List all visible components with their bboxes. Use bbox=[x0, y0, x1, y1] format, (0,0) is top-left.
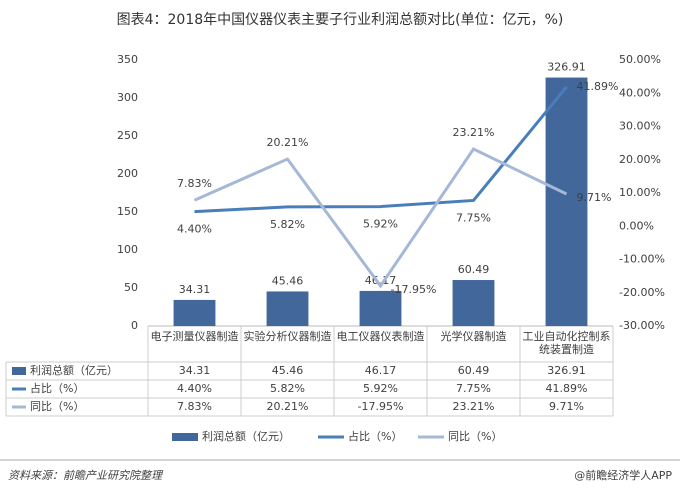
y-tick-label: 200 bbox=[117, 167, 138, 180]
legend-swatch bbox=[172, 433, 198, 441]
data-label: -17.95% bbox=[391, 283, 437, 296]
y2-tick-label: 50.00% bbox=[619, 53, 661, 66]
chart-title: 图表4：2018年中国仪器仪表主要子行业利润总额对比(单位：亿元，%) bbox=[117, 12, 564, 28]
table-cell: 45.46 bbox=[272, 364, 304, 377]
bar bbox=[545, 77, 588, 326]
legend-label: 占比（%） bbox=[348, 429, 402, 443]
row-label: 同比（%） bbox=[30, 400, 84, 413]
brand: @前瞻经济学人APP bbox=[574, 468, 672, 482]
table-cell: 34.31 bbox=[179, 364, 211, 377]
table-cell: 7.83% bbox=[177, 400, 212, 413]
table-cell: 20.21% bbox=[267, 400, 309, 413]
table-cell: 7.75% bbox=[456, 382, 491, 395]
y2-tick-label: 0.00% bbox=[619, 219, 654, 232]
y2-tick-label: 10.00% bbox=[619, 186, 661, 199]
y2-tick-label: 20.00% bbox=[619, 153, 661, 166]
data-label: 41.89% bbox=[577, 80, 619, 93]
y2-tick-label: -20.00% bbox=[619, 286, 665, 299]
table-cell: 46.17 bbox=[365, 364, 397, 377]
row-label: 占比（%） bbox=[30, 381, 84, 395]
table-cell: 5.82% bbox=[270, 382, 305, 395]
table-cell: 326.91 bbox=[547, 364, 586, 377]
y-tick-label: 350 bbox=[117, 53, 138, 66]
data-label: 4.40% bbox=[177, 223, 212, 236]
data-label: 45.46 bbox=[272, 274, 304, 287]
data-label: 9.71% bbox=[577, 191, 612, 204]
data-label: 5.92% bbox=[363, 218, 398, 231]
source: 资料来源：前瞻产业研究院整理 bbox=[8, 469, 164, 482]
y2-tick-label: 40.00% bbox=[619, 86, 661, 99]
bar bbox=[452, 280, 495, 326]
data-label: 7.75% bbox=[456, 211, 491, 224]
y-tick-label: 0 bbox=[131, 319, 138, 332]
y-tick-label: 250 bbox=[117, 129, 138, 142]
data-label: 23.21% bbox=[453, 126, 495, 139]
legend-label: 利润总额（亿元） bbox=[202, 429, 290, 443]
legend-label: 同比（%） bbox=[448, 430, 502, 443]
bar bbox=[359, 290, 402, 326]
y2-tick-label: -10.00% bbox=[619, 253, 665, 266]
table-cell: -17.95% bbox=[358, 400, 404, 413]
table-cell: 41.89% bbox=[546, 382, 588, 395]
y2-tick-label: -30.00% bbox=[619, 319, 665, 332]
table-swatch bbox=[12, 367, 26, 375]
y-tick-label: 300 bbox=[117, 91, 138, 104]
table-cell: 5.92% bbox=[363, 382, 398, 395]
row-label: 利润总额（亿元） bbox=[30, 363, 118, 377]
x-tick-label: 电工仪器仪表制造 bbox=[336, 330, 425, 343]
y-tick-label: 50 bbox=[124, 281, 138, 294]
x-tick-label: 电子测量仪器制造 bbox=[150, 330, 239, 343]
data-label: 34.31 bbox=[179, 283, 211, 296]
x-tick-label: 工业自动化控制系统装置制造 bbox=[522, 330, 611, 356]
data-label: 7.83% bbox=[177, 177, 212, 190]
line bbox=[193, 147, 568, 289]
y-tick-label: 150 bbox=[117, 205, 138, 218]
data-label: 20.21% bbox=[267, 136, 309, 149]
data-label: 326.91 bbox=[547, 61, 586, 74]
table-cell: 60.49 bbox=[458, 364, 490, 377]
bar bbox=[173, 299, 216, 326]
table-cell: 9.71% bbox=[549, 400, 584, 413]
y2-tick-label: 30.00% bbox=[619, 120, 661, 133]
table-cell: 4.40% bbox=[177, 382, 212, 395]
table-cell: 23.21% bbox=[453, 400, 495, 413]
x-tick-label: 实验分析仪器制造 bbox=[243, 330, 332, 343]
line bbox=[194, 86, 568, 214]
data-label: 5.82% bbox=[270, 218, 305, 231]
bar bbox=[266, 291, 309, 326]
data-label: 60.49 bbox=[458, 263, 490, 276]
y-tick-label: 100 bbox=[117, 243, 138, 256]
x-tick-label: 光学仪器制造 bbox=[440, 330, 507, 343]
